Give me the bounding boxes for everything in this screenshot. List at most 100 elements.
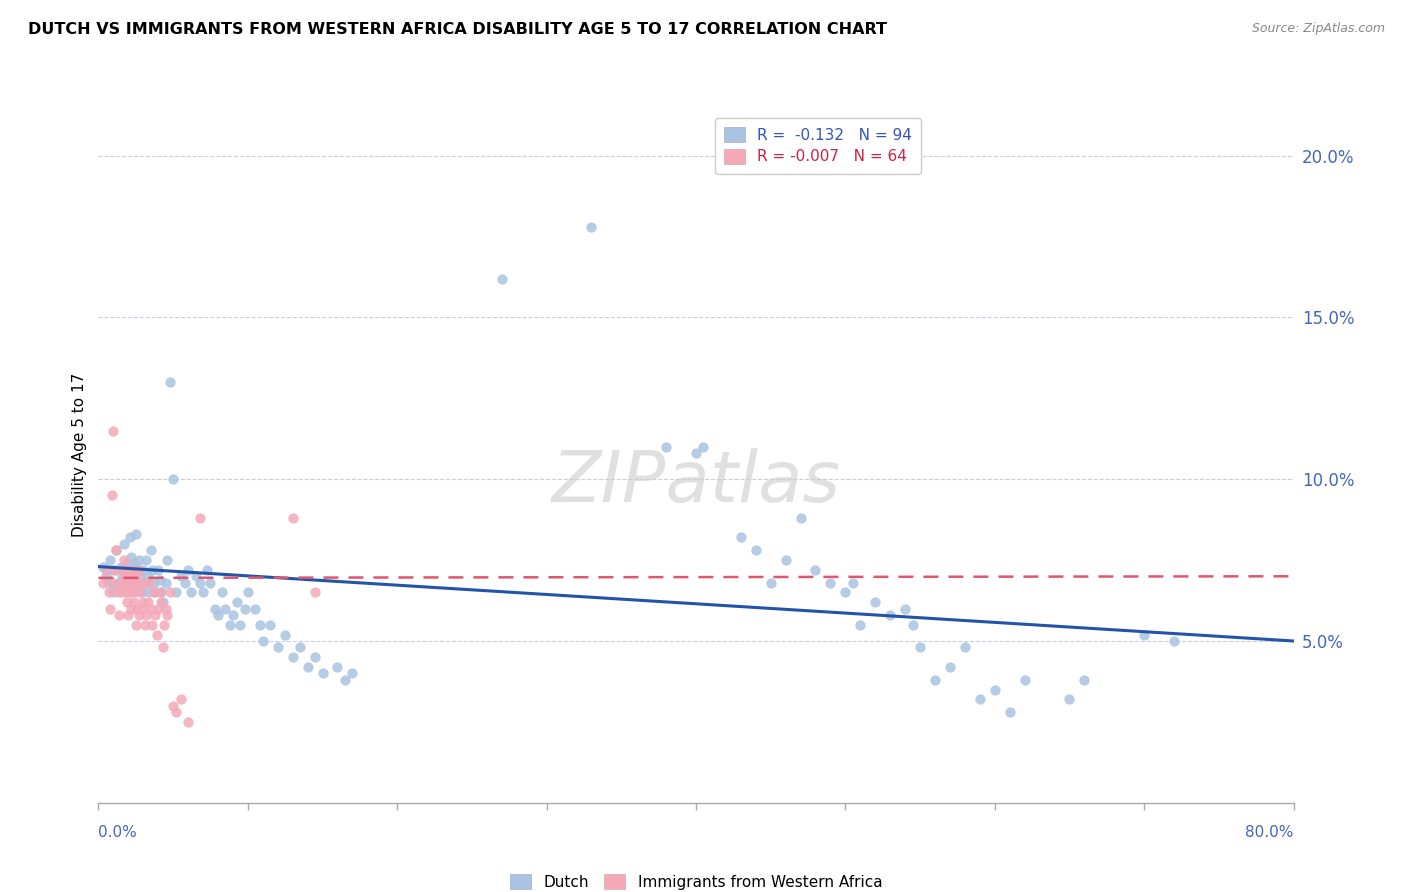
Point: [1073, 673, 1095, 687]
Point: [127, 575, 149, 590]
Point: [110, 575, 132, 590]
Point: [150, 585, 173, 599]
Point: [177, 563, 200, 577]
Point: [200, 575, 222, 590]
Point: [100, 553, 122, 567]
Point: [141, 617, 163, 632]
Point: [117, 608, 139, 623]
Point: [131, 601, 153, 615]
Point: [138, 585, 160, 599]
Point: [125, 569, 148, 583]
Point: [188, 511, 211, 525]
Point: [775, 553, 797, 567]
Point: [128, 563, 150, 577]
Point: [865, 595, 887, 609]
Point: [148, 563, 170, 577]
Point: [207, 608, 229, 623]
Point: [177, 714, 200, 729]
Point: [342, 666, 364, 681]
Point: [103, 563, 125, 577]
Point: [581, 219, 603, 234]
Point: [132, 563, 155, 577]
Point: [745, 543, 768, 558]
Point: [491, 271, 513, 285]
Point: [304, 650, 326, 665]
Point: [111, 569, 134, 583]
Point: [849, 617, 872, 632]
Point: [288, 640, 311, 655]
Text: ZIPatlas: ZIPatlas: [551, 449, 841, 517]
Point: [136, 595, 159, 609]
Point: [156, 553, 179, 567]
Point: [655, 440, 678, 454]
Point: [127, 575, 149, 590]
Point: [105, 543, 128, 558]
Point: [259, 617, 281, 632]
Point: [229, 617, 252, 632]
Point: [112, 553, 135, 567]
Point: [149, 585, 172, 599]
Point: [100, 601, 122, 615]
Point: [184, 569, 207, 583]
Point: [274, 627, 297, 641]
Point: [97, 575, 120, 590]
Point: [174, 575, 197, 590]
Point: [1014, 673, 1036, 687]
Point: [111, 563, 134, 577]
Point: [135, 608, 157, 623]
Text: Source: ZipAtlas.com: Source: ZipAtlas.com: [1251, 22, 1385, 36]
Point: [115, 563, 138, 577]
Point: [110, 559, 132, 574]
Point: [908, 640, 931, 655]
Point: [1163, 634, 1185, 648]
Point: [214, 601, 236, 615]
Point: [155, 601, 177, 615]
Y-axis label: Disability Age 5 to 17: Disability Age 5 to 17: [72, 373, 87, 537]
Point: [115, 557, 138, 571]
Point: [112, 537, 135, 551]
Point: [226, 595, 249, 609]
Point: [1133, 627, 1156, 641]
Point: [107, 585, 129, 599]
Point: [180, 585, 202, 599]
Text: 0.0%: 0.0%: [98, 825, 138, 840]
Point: [155, 575, 177, 590]
Point: [249, 617, 271, 632]
Point: [125, 617, 148, 632]
Point: [136, 569, 159, 583]
Point: [125, 559, 148, 574]
Point: [101, 488, 124, 502]
Point: [834, 585, 856, 599]
Point: [153, 617, 176, 632]
Point: [211, 585, 233, 599]
Point: [110, 585, 132, 599]
Point: [145, 627, 167, 641]
Point: [159, 585, 181, 599]
Point: [759, 575, 782, 590]
Point: [152, 595, 174, 609]
Point: [117, 585, 139, 599]
Point: [124, 585, 146, 599]
Point: [245, 601, 267, 615]
Point: [162, 698, 184, 713]
Point: [984, 682, 1007, 697]
Point: [115, 595, 138, 609]
Point: [219, 617, 242, 632]
Point: [120, 585, 142, 599]
Point: [91, 575, 114, 590]
Point: [998, 705, 1021, 719]
Point: [267, 640, 290, 655]
Point: [311, 666, 333, 681]
Point: [131, 585, 153, 599]
Point: [103, 585, 125, 599]
Point: [197, 563, 219, 577]
Text: 80.0%: 80.0%: [1246, 825, 1294, 840]
Point: [143, 608, 166, 623]
Point: [939, 660, 962, 674]
Point: [105, 543, 128, 558]
Point: [191, 585, 214, 599]
Point: [132, 595, 155, 609]
Point: [128, 553, 150, 567]
Point: [162, 472, 184, 486]
Point: [281, 511, 304, 525]
